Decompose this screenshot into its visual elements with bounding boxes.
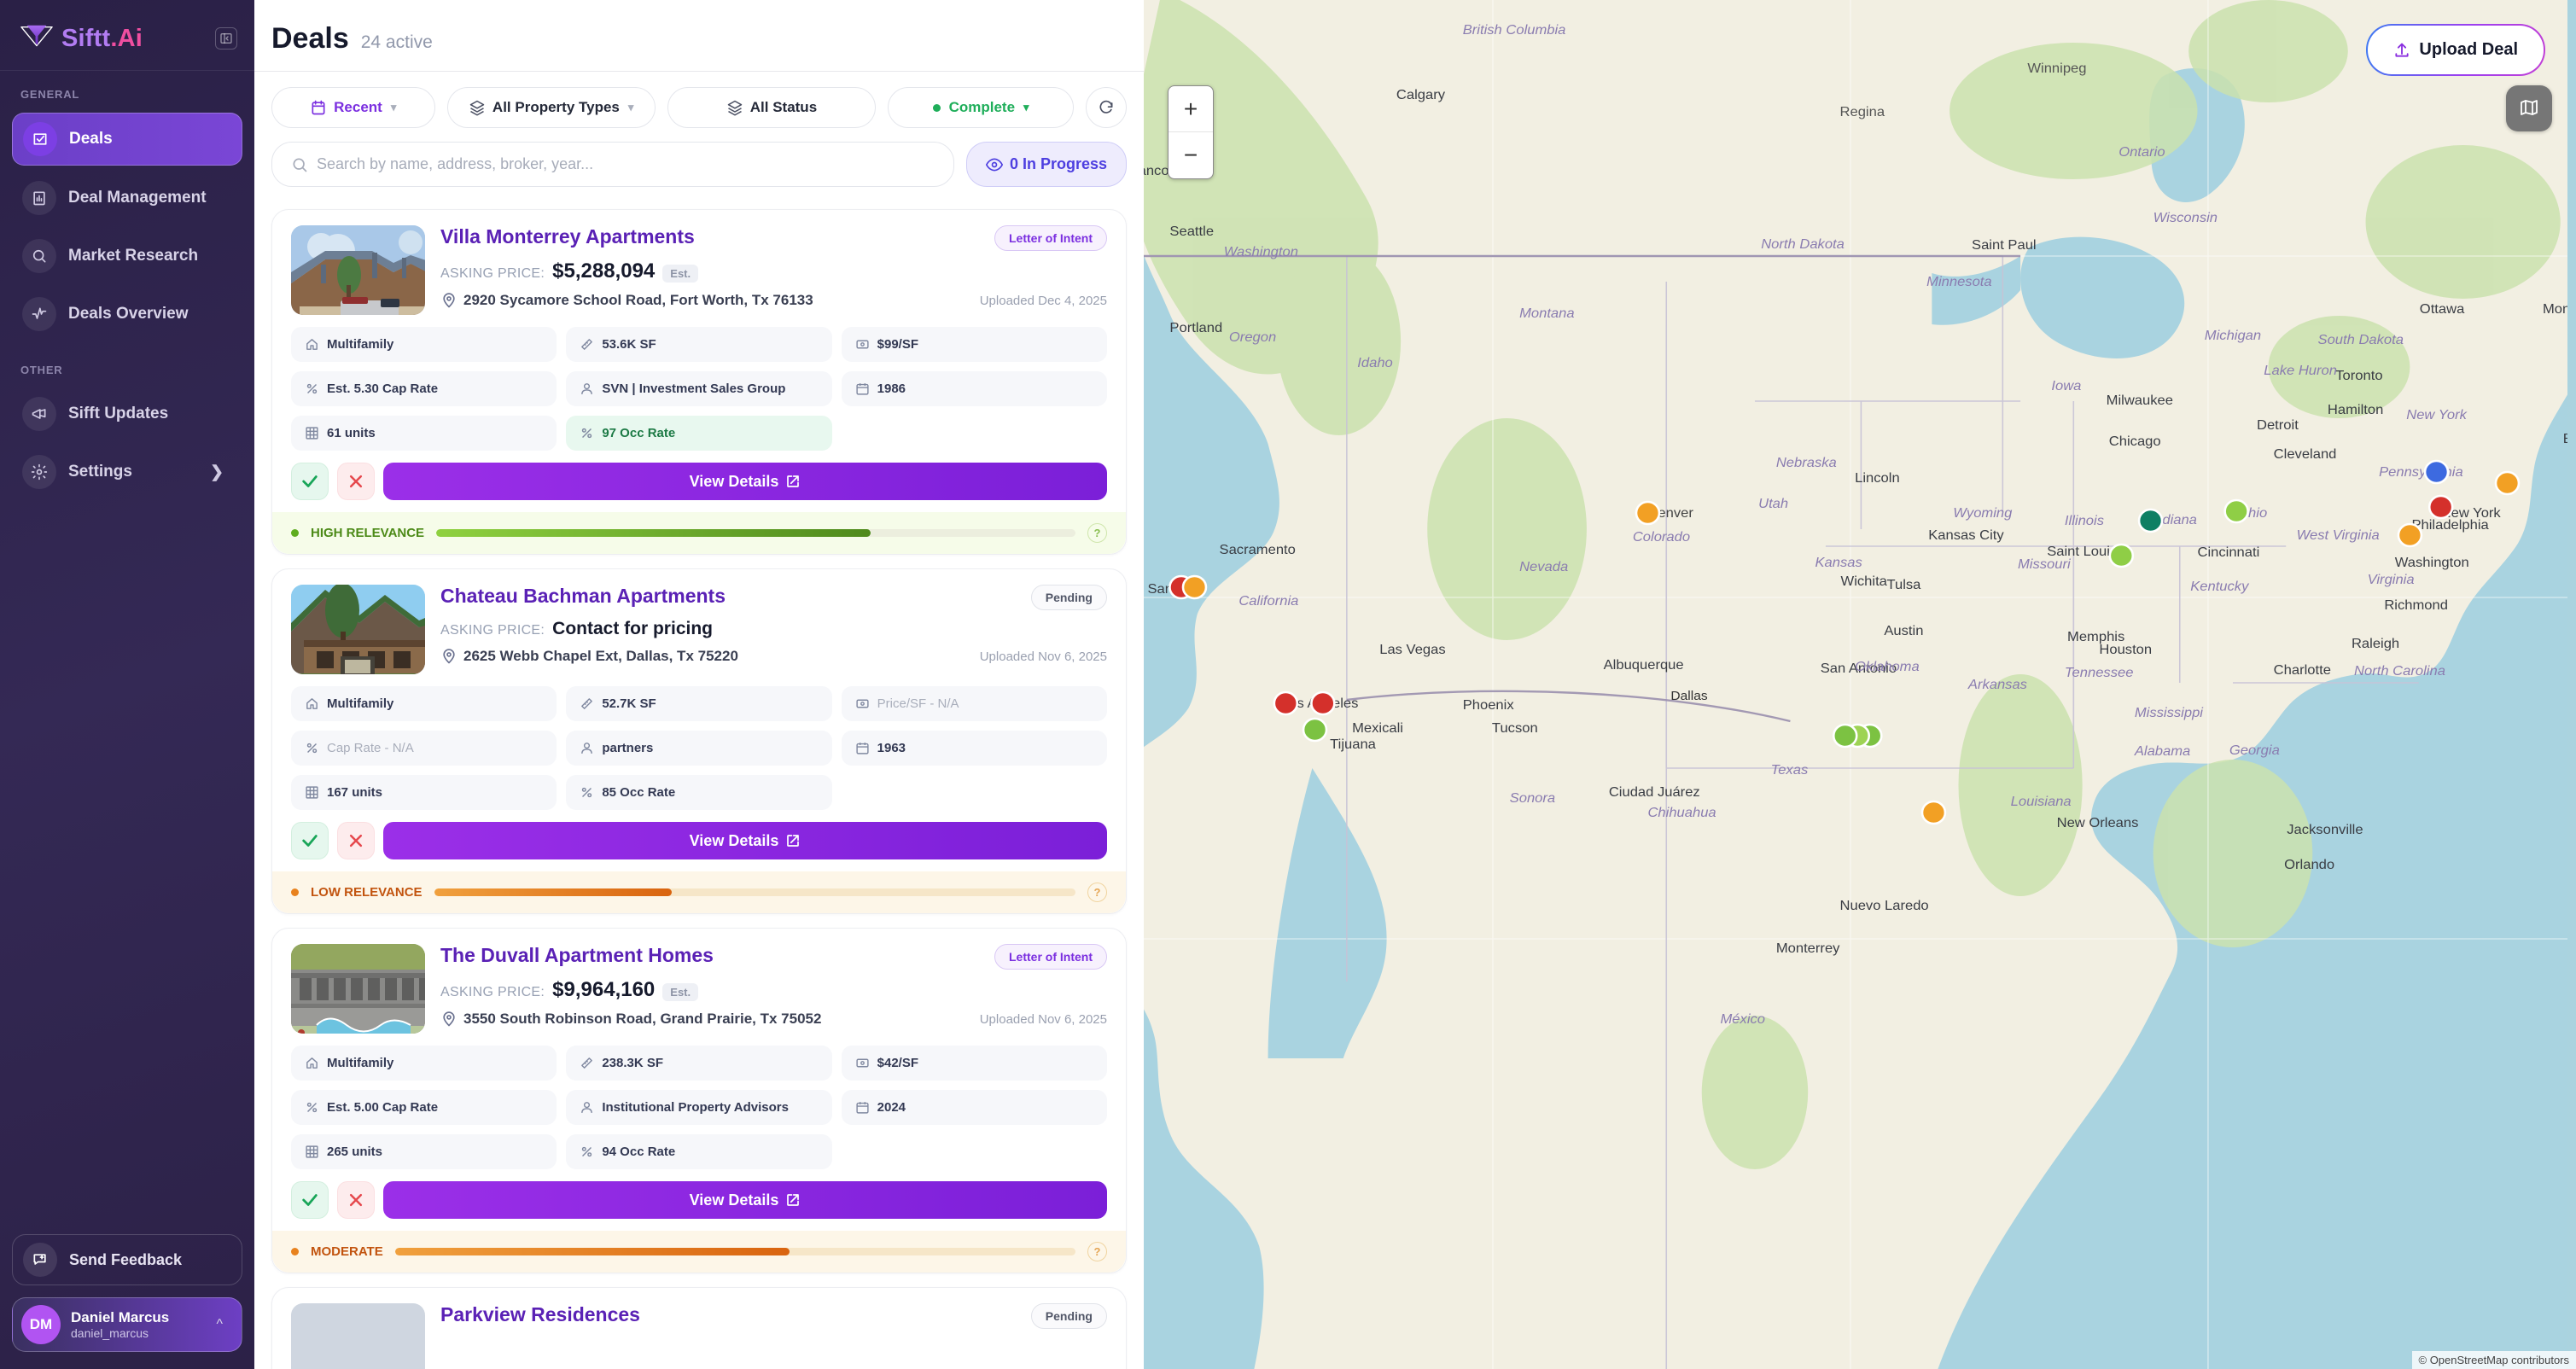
svg-text:Ottawa: Ottawa	[2420, 301, 2465, 317]
svg-text:Regina: Regina	[1840, 104, 1885, 119]
svg-text:Washington: Washington	[1224, 244, 1298, 259]
svg-text:Detroit: Detroit	[2257, 417, 2299, 433]
svg-text:Lincoln: Lincoln	[1855, 470, 1900, 486]
svg-text:Mississippi: Mississippi	[2135, 705, 2204, 720]
svg-text:Wisconsin: Wisconsin	[2153, 210, 2218, 225]
svg-text:Phoenix: Phoenix	[1463, 697, 1514, 713]
svg-text:Ontario: Ontario	[2118, 144, 2165, 160]
svg-text:Montana: Montana	[1519, 306, 1575, 321]
svg-text:New Orleans: New Orleans	[2057, 815, 2139, 830]
svg-text:Cleveland: Cleveland	[2274, 446, 2337, 462]
svg-text:Charlotte: Charlotte	[2274, 662, 2331, 678]
svg-text:Kansas: Kansas	[1815, 555, 1862, 570]
svg-text:Jacksonville: Jacksonville	[2287, 822, 2363, 837]
svg-text:Nevada: Nevada	[1519, 559, 1568, 574]
svg-text:Arkansas: Arkansas	[1967, 677, 2027, 692]
svg-text:Alabama: Alabama	[2134, 743, 2190, 759]
svg-text:Pennsylvania: Pennsylvania	[2379, 464, 2463, 480]
svg-text:Montréal: Montréal	[2543, 301, 2567, 317]
svg-text:Iowa: Iowa	[2051, 378, 2081, 393]
svg-text:Sacramento: Sacramento	[1220, 542, 1296, 557]
svg-text:Winnipeg: Winnipeg	[2027, 61, 2086, 76]
svg-text:Tennessee: Tennessee	[2065, 665, 2133, 680]
svg-text:Chihuahua: Chihuahua	[1647, 805, 1716, 820]
svg-text:Wichita: Wichita	[1841, 574, 1888, 589]
svg-text:Boston: Boston	[2563, 431, 2567, 446]
svg-text:Minnesota: Minnesota	[1926, 274, 1991, 289]
svg-text:Nebraska: Nebraska	[1776, 455, 1837, 470]
svg-text:Idaho: Idaho	[1357, 355, 1392, 370]
svg-text:Nuevo Laredo: Nuevo Laredo	[1840, 898, 1929, 913]
svg-text:California: California	[1238, 593, 1298, 609]
svg-text:Hamilton: Hamilton	[2328, 402, 2383, 417]
svg-text:Las Vegas: Las Vegas	[1379, 642, 1445, 657]
svg-text:Philadelphia: Philadelphia	[2411, 517, 2489, 533]
svg-text:Washington: Washington	[2395, 555, 2469, 570]
svg-text:Richmond: Richmond	[2384, 597, 2448, 613]
svg-text:West Virginia: West Virginia	[2297, 527, 2380, 543]
svg-text:Saint Paul: Saint Paul	[1972, 237, 2037, 253]
svg-text:Houston: Houston	[2099, 642, 2152, 657]
svg-text:Louisiana: Louisiana	[2011, 794, 2072, 809]
svg-text:Raleigh: Raleigh	[2352, 636, 2399, 651]
svg-text:Oklahoma: Oklahoma	[1855, 659, 1920, 674]
svg-text:Tulsa: Tulsa	[1886, 577, 1921, 592]
svg-text:New York: New York	[2406, 407, 2468, 422]
svg-text:Lake Huron: Lake Huron	[2264, 363, 2337, 378]
svg-text:Monterrey: Monterrey	[1776, 941, 1840, 956]
svg-text:Orlando: Orlando	[2284, 857, 2334, 872]
svg-text:North Carolina: North Carolina	[2354, 663, 2445, 679]
svg-text:Michigan: Michigan	[2205, 328, 2261, 343]
svg-text:Mexicali: Mexicali	[1352, 720, 1403, 736]
svg-text:North Dakota: North Dakota	[1761, 236, 1845, 252]
svg-text:Chicago: Chicago	[2109, 434, 2161, 449]
svg-text:Portland: Portland	[1169, 320, 1222, 335]
svg-text:Georgia: Georgia	[2229, 743, 2280, 758]
svg-text:British Columbia: British Columbia	[1463, 22, 1566, 38]
svg-text:Kentucky: Kentucky	[2190, 579, 2249, 594]
svg-text:Seattle: Seattle	[1169, 224, 1214, 239]
svg-text:Toronto: Toronto	[2335, 368, 2382, 383]
svg-text:Cincinnati: Cincinnati	[2197, 545, 2259, 560]
svg-text:México: México	[1721, 1011, 1766, 1027]
svg-text:Oregon: Oregon	[1229, 329, 1276, 345]
svg-text:Ciudad Juárez: Ciudad Juárez	[1609, 784, 1700, 800]
svg-text:Missouri: Missouri	[2018, 556, 2071, 572]
svg-text:Tijuana: Tijuana	[1330, 737, 1377, 752]
svg-text:Kansas City: Kansas City	[1928, 527, 2004, 543]
svg-text:Milwaukee: Milwaukee	[2107, 393, 2173, 408]
svg-text:South Dakota: South Dakota	[2318, 332, 2404, 347]
svg-text:Sonora: Sonora	[1510, 790, 1555, 806]
svg-text:Albuquerque: Albuquerque	[1604, 657, 1684, 673]
svg-text:Illinois: Illinois	[2065, 513, 2104, 528]
svg-text:Dallas: Dallas	[1670, 689, 1708, 703]
svg-text:Tucson: Tucson	[1492, 720, 1538, 736]
svg-text:Austin: Austin	[1884, 623, 1923, 638]
svg-text:Calgary: Calgary	[1396, 87, 1446, 102]
svg-text:Texas: Texas	[1771, 762, 1809, 778]
svg-text:Colorado: Colorado	[1633, 529, 1690, 545]
svg-text:Virginia: Virginia	[2368, 572, 2415, 587]
svg-text:Wyoming: Wyoming	[1953, 505, 2012, 521]
svg-text:Utah: Utah	[1758, 496, 1788, 511]
